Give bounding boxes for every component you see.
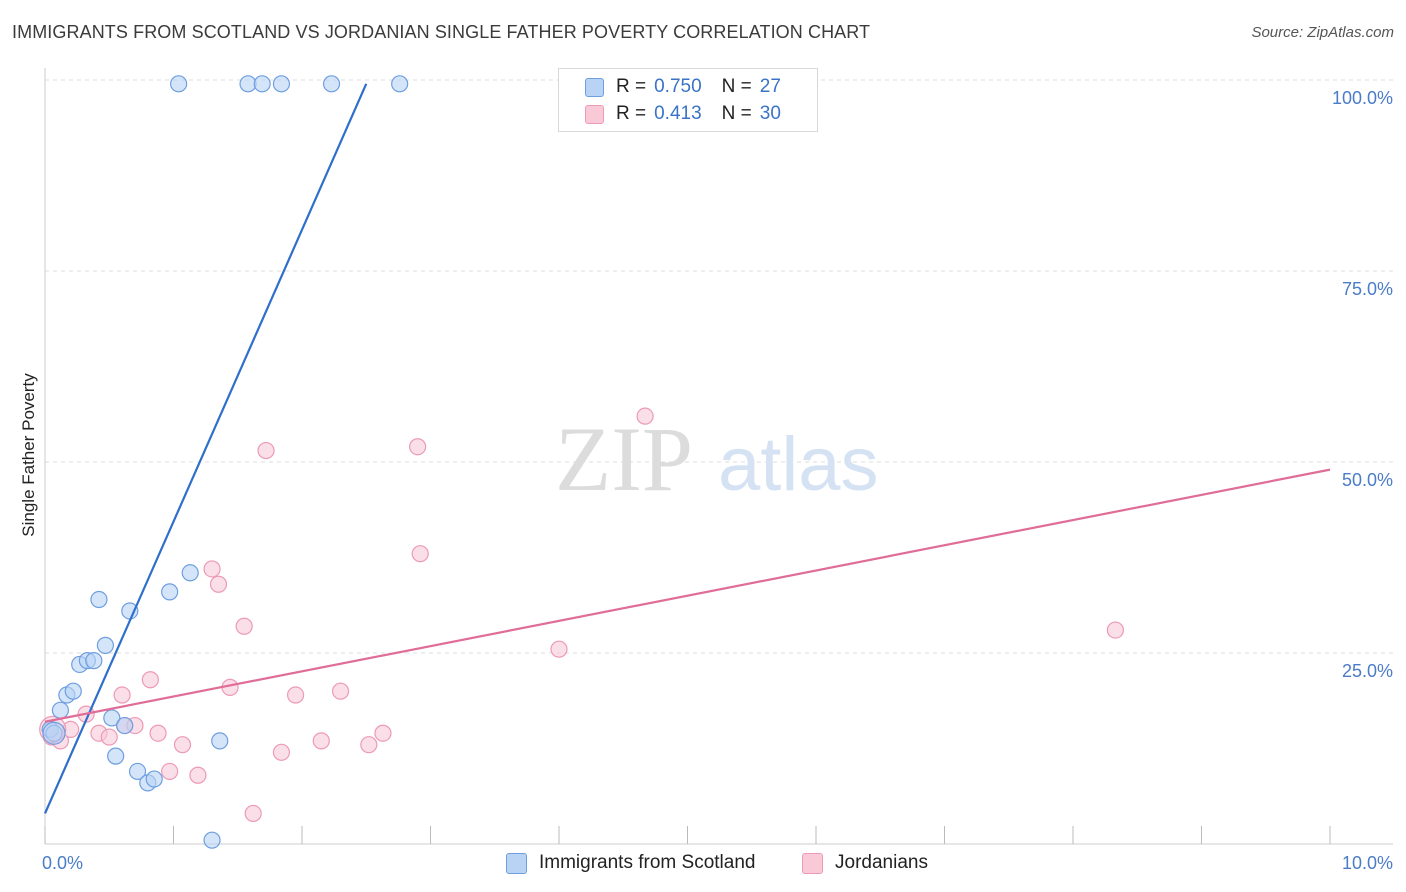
legend-row-scotland: R = 0.750 N = 27: [585, 75, 781, 99]
legend-row-jordanians: R = 0.413 N = 30: [585, 102, 781, 126]
x-tick-label: 10.0%: [1342, 853, 1393, 873]
data-point: [103, 709, 121, 727]
data-point: [211, 732, 229, 750]
legend-swatch-pink: [585, 104, 604, 124]
series-legend: Immigrants from Scotland Jordanians: [0, 852, 1406, 878]
data-point: [128, 762, 147, 781]
data-point: [107, 747, 125, 765]
legend-n-label: N =: [721, 103, 752, 124]
data-point: [331, 682, 350, 700]
data-point: [173, 736, 192, 754]
y-tick-label: 75.0%: [1342, 279, 1393, 299]
data-point: [257, 441, 275, 460]
data-point: [235, 617, 253, 635]
data-point: [189, 766, 207, 784]
legend-item-scotland[interactable]: Immigrants from Scotland: [506, 852, 755, 874]
axes: [44, 68, 1393, 845]
tick-labels: 25.0% 50.0% 75.0% 100.0% 0.0% 10.0%: [42, 88, 1393, 873]
legend-n-value: 27: [759, 76, 781, 97]
data-point: [203, 560, 221, 578]
data-point: [286, 686, 305, 704]
legend-swatch-blue: [506, 852, 527, 874]
data-point: [1106, 621, 1125, 639]
legend-r-label: R =: [616, 103, 647, 124]
trend-lines: [43, 83, 1331, 814]
data-point: [409, 438, 427, 456]
trend-line-scotland: [43, 83, 368, 814]
data-point: [550, 640, 568, 658]
data-point: [244, 804, 262, 823]
data-point: [312, 732, 330, 750]
data-point: [209, 575, 228, 593]
data-point: [374, 724, 392, 742]
cluster-point: [42, 721, 66, 745]
data-point: [272, 75, 291, 93]
data-point: [113, 686, 131, 704]
data-point: [272, 743, 291, 761]
data-point: [96, 636, 114, 654]
y-axis-title: Single Father Poverty: [19, 373, 38, 537]
legend-swatch-blue: [585, 77, 604, 97]
data-point: [116, 716, 134, 735]
trend-line-jordanians: [44, 468, 1331, 723]
data-point: [360, 736, 378, 754]
legend-n-value: 30: [759, 103, 781, 124]
data-point: [64, 682, 82, 700]
data-point: [161, 583, 179, 601]
legend-label-jordanians: Jordanians: [835, 852, 928, 873]
chart-title: IMMIGRANTS FROM SCOTLAND VS JORDANIAN SI…: [12, 22, 871, 42]
data-point: [636, 407, 654, 425]
y-tick-label: 100.0%: [1332, 88, 1393, 108]
legend-label-scotland: Immigrants from Scotland: [539, 852, 756, 873]
data-point: [51, 701, 70, 719]
legend-r-value: 0.750: [654, 76, 702, 97]
stats-legend: R = 0.750 N = 27 R = 0.413 N = 30: [558, 68, 818, 132]
legend-swatch-pink: [802, 852, 823, 874]
data-point: [203, 831, 221, 849]
gridlines: [45, 79, 1393, 654]
y-tick-label: 50.0%: [1342, 470, 1393, 490]
data-point: [411, 545, 429, 563]
data-point: [253, 75, 271, 93]
legend-r-label: R =: [616, 76, 647, 97]
watermark-atlas: atlas: [718, 422, 879, 507]
data-point: [90, 590, 108, 609]
data-point: [100, 728, 118, 746]
data-point: [170, 75, 188, 93]
data-point: [85, 652, 103, 670]
legend-r-value: 0.413: [654, 103, 702, 124]
legend-n-label: N =: [721, 76, 752, 97]
data-point: [145, 770, 163, 788]
watermark-zip: ZIP: [555, 408, 693, 510]
data-point: [322, 75, 341, 93]
legend-item-jordanians[interactable]: Jordanians: [802, 852, 928, 874]
data-point: [149, 724, 167, 742]
watermark: ZIP atlas: [555, 408, 879, 510]
scotland-points: [41, 75, 409, 849]
x-tick-label: 0.0%: [42, 853, 83, 873]
data-point: [161, 762, 179, 781]
data-point: [181, 564, 199, 582]
chart-source: Source: ZipAtlas.com: [1251, 24, 1394, 41]
data-point: [141, 671, 159, 689]
y-tick-label: 25.0%: [1342, 661, 1393, 681]
data-point: [391, 75, 409, 93]
